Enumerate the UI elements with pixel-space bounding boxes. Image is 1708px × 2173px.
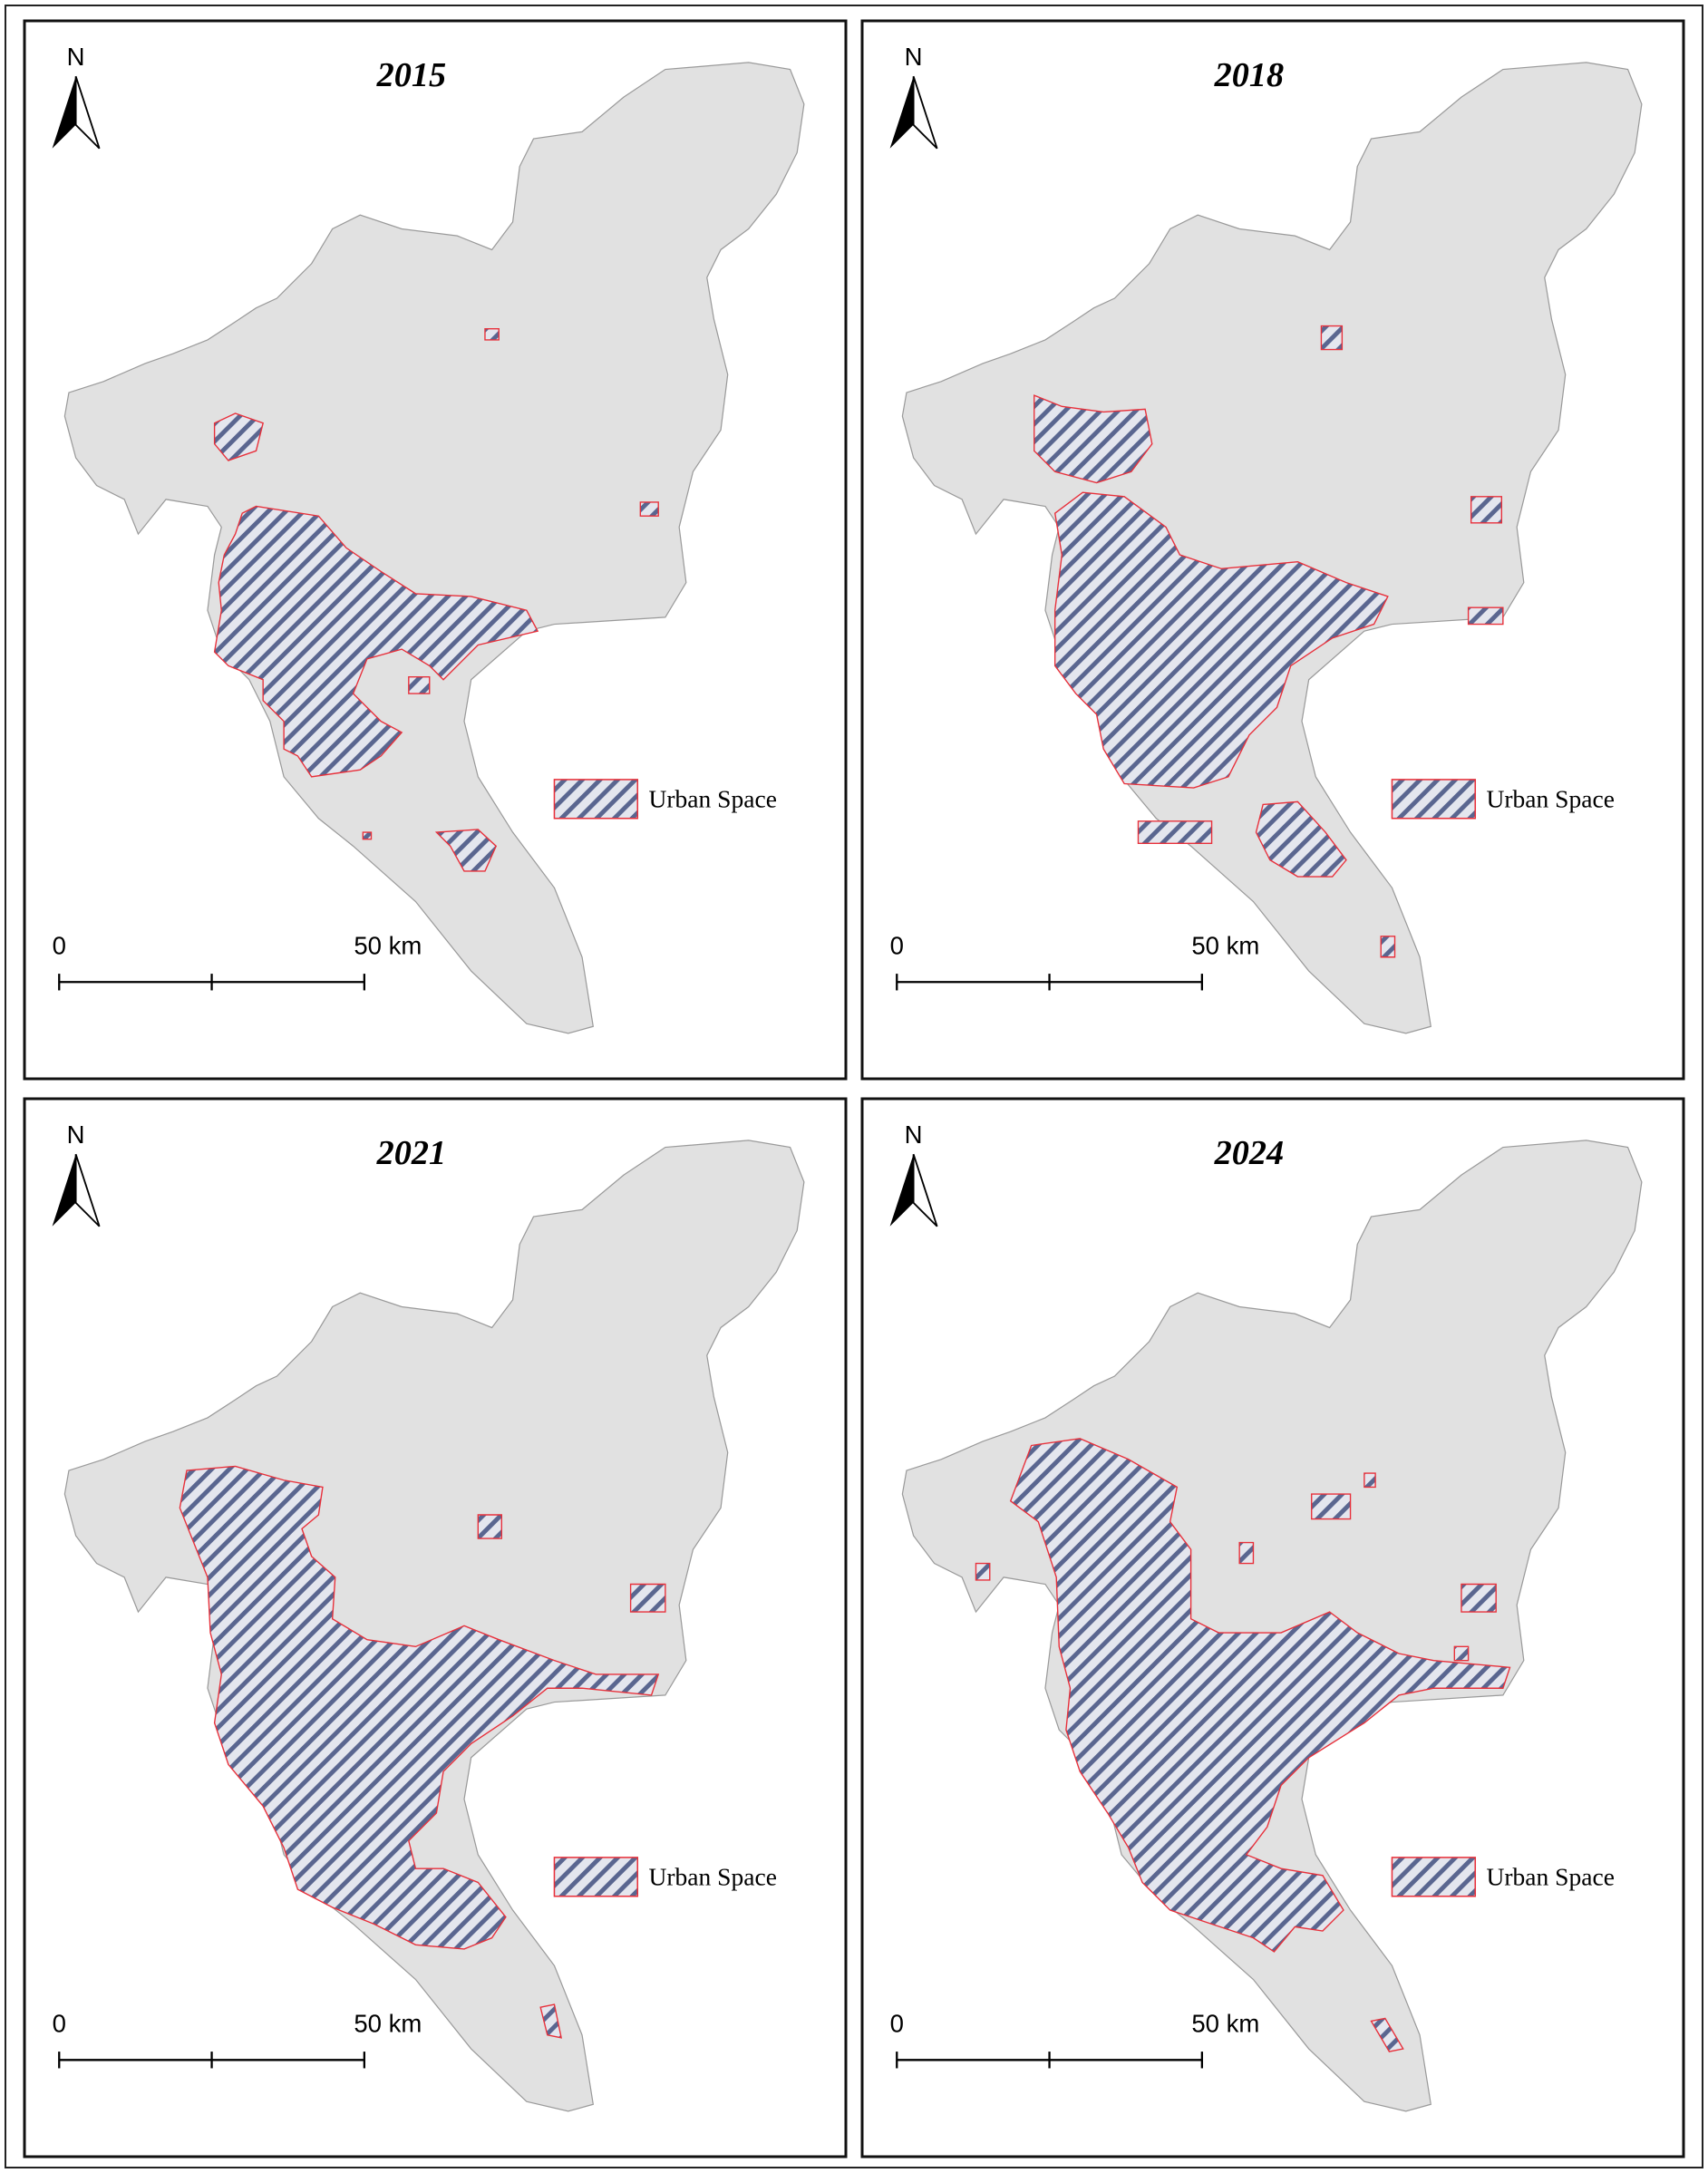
scale-start: 0	[53, 932, 66, 960]
urban-area	[629, 1583, 666, 1613]
urban-area	[408, 676, 431, 694]
legend-swatch	[553, 779, 639, 820]
urban-area	[639, 501, 659, 517]
legend-label: Urban Space	[649, 785, 777, 813]
north-arrow-left	[889, 1154, 914, 1227]
urban-area	[1363, 1472, 1376, 1489]
map-panel: 2018 N Urban Space 0 50 km	[889, 43, 1643, 1034]
north-arrow-right	[74, 1153, 101, 1227]
scale-end: 50 km	[354, 2010, 422, 2038]
legend-swatch	[1391, 779, 1477, 820]
north-arrow-left	[889, 76, 914, 149]
urban-area	[434, 829, 498, 872]
scale-start: 0	[890, 932, 904, 960]
north-label: N	[67, 43, 85, 71]
north-arrow-right	[912, 1153, 938, 1227]
urban-area	[1380, 936, 1396, 958]
map-panel: 2021 N Urban Space 0 50 km	[53, 1120, 805, 2112]
legend-swatch	[1391, 1857, 1477, 1897]
scale-start: 0	[890, 2010, 904, 2038]
map-panel: 2024 N Urban Space 0 50 km	[889, 1120, 1643, 2112]
scale-end: 50 km	[1191, 932, 1259, 960]
panel-title: 2015	[376, 56, 447, 94]
map-panel: 2015 N Urban Space 0 50 km	[53, 43, 805, 1034]
legend-label: Urban Space	[649, 1863, 777, 1891]
urban-area	[1053, 491, 1389, 789]
urban-area	[213, 412, 264, 461]
urban-area	[1461, 1583, 1497, 1613]
urban-area	[1311, 1493, 1352, 1520]
urban-area	[1009, 1438, 1511, 1953]
urban-area	[1467, 606, 1504, 626]
urban-area	[179, 1465, 660, 1950]
north-label: N	[67, 1120, 85, 1149]
urban-area	[539, 2003, 562, 2039]
urban-area	[1370, 2017, 1404, 2052]
panel-title: 2024	[1214, 1134, 1285, 1172]
urban-area	[1470, 496, 1503, 524]
urban-area	[477, 1514, 503, 1539]
urban-area	[1238, 1541, 1255, 1565]
north-arrow-right	[912, 75, 938, 150]
scale-end: 50 km	[1191, 2010, 1259, 2038]
legend-swatch	[553, 1857, 639, 1897]
legend-label: Urban Space	[1487, 1863, 1615, 1891]
urban-area	[1255, 800, 1347, 878]
urban-area	[1137, 820, 1213, 844]
scale-end: 50 km	[354, 932, 422, 960]
urban-area	[1320, 325, 1344, 351]
north-label: N	[905, 1120, 923, 1149]
urban-area	[975, 1562, 991, 1581]
legend-label: Urban Space	[1487, 785, 1615, 813]
panel-title: 2021	[376, 1134, 447, 1172]
north-label: N	[905, 43, 923, 71]
urban-area	[1453, 1645, 1470, 1662]
urban-area	[484, 327, 500, 341]
panel-title: 2018	[1214, 56, 1285, 94]
outer-border	[5, 5, 1703, 2168]
north-arrow-right	[74, 75, 101, 150]
urban-area	[1034, 394, 1153, 484]
urban-area	[213, 505, 539, 778]
scale-start: 0	[53, 2010, 66, 2038]
urban-area	[362, 831, 373, 840]
